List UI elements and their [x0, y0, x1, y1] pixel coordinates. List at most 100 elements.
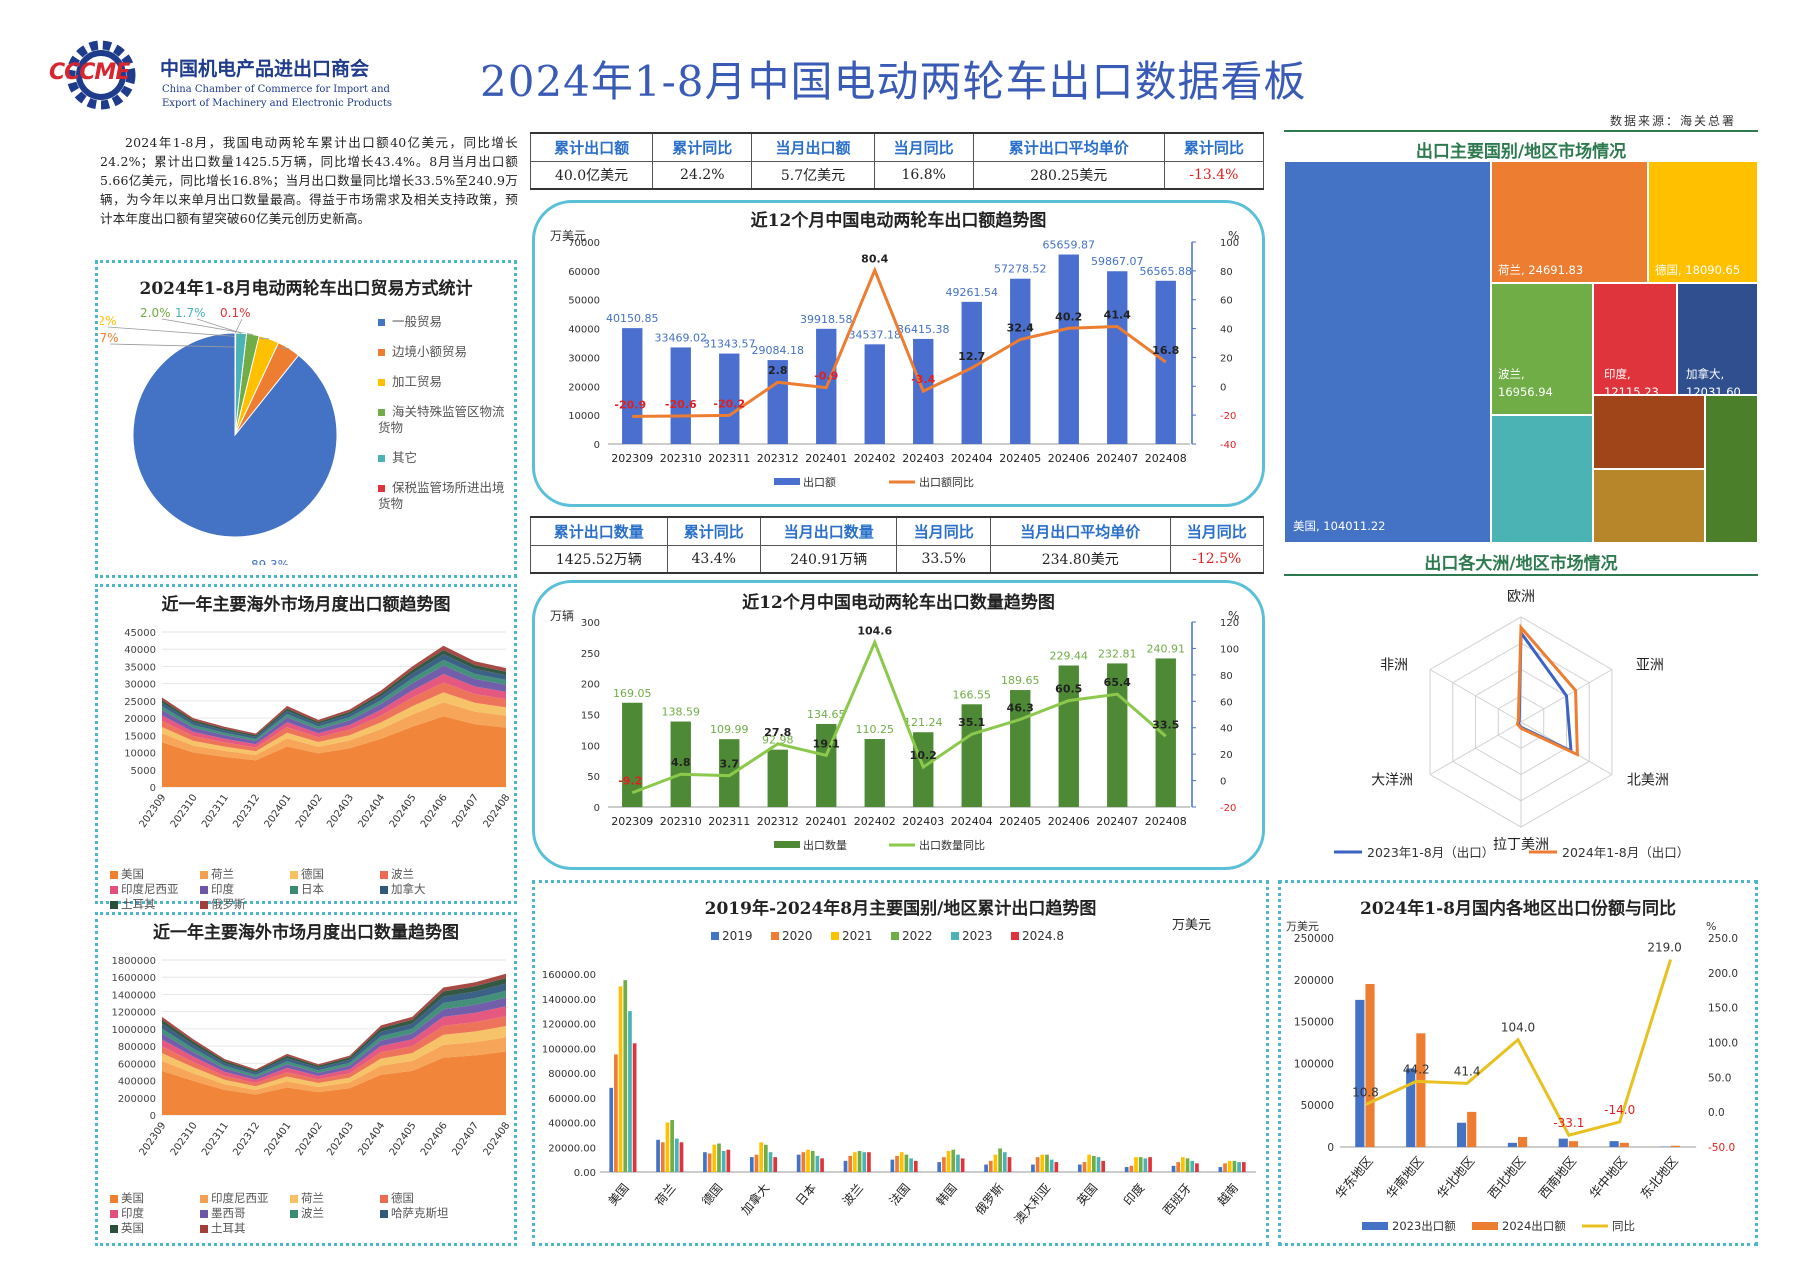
bar [1416, 1033, 1426, 1147]
x-tick-label: 澳大利亚 [1012, 1181, 1054, 1227]
bar [628, 1011, 632, 1172]
bar [670, 347, 691, 444]
bar [899, 1152, 904, 1172]
legend-swatch [1472, 1222, 1498, 1230]
bar [1148, 1157, 1152, 1172]
logo: CCCME [49, 40, 137, 110]
pie-label-2: 3.2% [100, 314, 117, 328]
bar [1124, 1167, 1129, 1172]
y-tick-label: 100000.00 [542, 1044, 596, 1055]
bar [1007, 1157, 1012, 1172]
legend-label: 出口额 [803, 475, 836, 489]
bar [1558, 1138, 1568, 1147]
y2-tick-label: 80 [1220, 671, 1233, 682]
bar [1002, 1152, 1007, 1172]
bar [1518, 1136, 1528, 1147]
legend-swatch [200, 885, 208, 894]
y-tick-label: 80000.00 [548, 1069, 596, 1080]
bar [1223, 1163, 1227, 1172]
legend-swatch [200, 1224, 208, 1233]
bar [1365, 983, 1375, 1147]
bar [1138, 1157, 1143, 1172]
bar [1227, 1160, 1232, 1172]
kpi-qty-value-5: -12.5% [1169, 544, 1265, 574]
bar [867, 1152, 871, 1172]
summary-paragraph: 2024年1-8月，我国电动两轮车累计出口额40亿美元，同比增长24.2%；累计… [100, 135, 518, 226]
y-tick-label: 1800000 [111, 956, 156, 967]
pie-legend: 一般贸易 边境小额贸易 加工贸易 海关特殊监管区物流货物 其它 保税监管场所进出境货物 [378, 314, 513, 526]
bar [895, 1155, 899, 1172]
bar [1010, 690, 1031, 807]
y2-tick-label: -40 [1220, 440, 1236, 451]
bar-value-label: 134.65 [807, 708, 846, 721]
legend-swatch [200, 1194, 208, 1203]
bar [632, 1043, 637, 1172]
legend-label: 墨西哥 [211, 1206, 246, 1220]
y2-tick-label: 150.0 [1708, 1003, 1738, 1015]
region-panel [1278, 880, 1758, 1246]
legend-label: 哈萨克斯坦 [391, 1206, 449, 1220]
bar [848, 1155, 853, 1172]
bar [913, 732, 934, 807]
y-tick-label: 1600000 [111, 973, 156, 984]
x-tick-label: 202403 [325, 1120, 356, 1158]
bar [1218, 1167, 1223, 1172]
treemap-tile [1492, 162, 1647, 282]
section-rule-1 [1284, 130, 1758, 132]
treemap-label: 波兰, [1498, 367, 1525, 381]
bar [853, 1152, 857, 1172]
bar [1406, 1068, 1416, 1147]
x-tick-label: 202406 [419, 792, 450, 830]
radar-title: 出口各大洲/地区市场情况 [1424, 554, 1618, 574]
legend-label: 荷兰 [211, 867, 234, 881]
y2-tick-label: 40 [1220, 724, 1233, 735]
bar-value-label: 31343.57 [703, 338, 756, 351]
y-tick-label: 120000.00 [542, 1020, 596, 1031]
line-value-label: -33.1 [1553, 1116, 1584, 1130]
market-value-area-chart: 45000 40000 35000 30000 25000 20000 15000 10000… [124, 628, 512, 830]
bar [1031, 1164, 1035, 1172]
legend-swatch [380, 1194, 388, 1203]
y2-tick-label: 120 [1220, 618, 1239, 629]
bar [1176, 1162, 1181, 1172]
legend-label: 印度尼西亚 [211, 1191, 269, 1205]
legend-label: 俄罗斯 [211, 897, 246, 911]
x-tick-label: 202402 [854, 452, 896, 465]
legend-label: 印度 [211, 882, 234, 896]
x-tick-label: 东北地区 [1637, 1153, 1681, 1201]
bar [1101, 1160, 1106, 1172]
x-tick-label: 202312 [231, 792, 262, 830]
y-tick-label: 200000 [118, 1094, 156, 1105]
legend-label: 出口额同比 [919, 475, 974, 489]
radar-axis-label: 北美洲 [1627, 773, 1669, 789]
bar [810, 1150, 815, 1172]
market-value-panel [95, 584, 517, 904]
legend-label: 德国 [301, 867, 324, 881]
bar [767, 360, 788, 444]
country-cumulative-unit: 万美元 [1172, 918, 1212, 933]
x-tick-label: 202311 [200, 1120, 231, 1158]
kpi-qty-header-3: 当月同比 [896, 516, 991, 546]
legend-swatch [110, 900, 118, 909]
legend-label: 2024.8 [1022, 929, 1064, 943]
country-treemap: 美国, 104011.22 荷兰, 24691.83 德国, 18090.65 波兰,… [1285, 162, 1757, 542]
area-series [162, 1026, 506, 1090]
line-value-label: 35.1 [958, 716, 985, 729]
y-tick-label: 0.00 [574, 1168, 596, 1179]
bar-value-label: 39918.58 [800, 313, 853, 326]
x-tick-label: 202403 [325, 792, 356, 830]
bar [1096, 1157, 1101, 1172]
legend-item: 波兰 [290, 1205, 324, 1221]
bar [1507, 1142, 1517, 1147]
legend-swatch [711, 932, 719, 940]
bar [717, 1143, 721, 1172]
bar [1195, 1163, 1199, 1172]
bar [703, 1152, 707, 1172]
bar [1143, 1158, 1148, 1172]
legend-label: 2023年1-8月（出口） [1367, 845, 1494, 860]
bar [961, 704, 982, 807]
bar [767, 749, 788, 807]
bar [1087, 1154, 1091, 1172]
legend-swatch [110, 1194, 118, 1203]
pie-label-0: 89.3% [251, 558, 289, 565]
